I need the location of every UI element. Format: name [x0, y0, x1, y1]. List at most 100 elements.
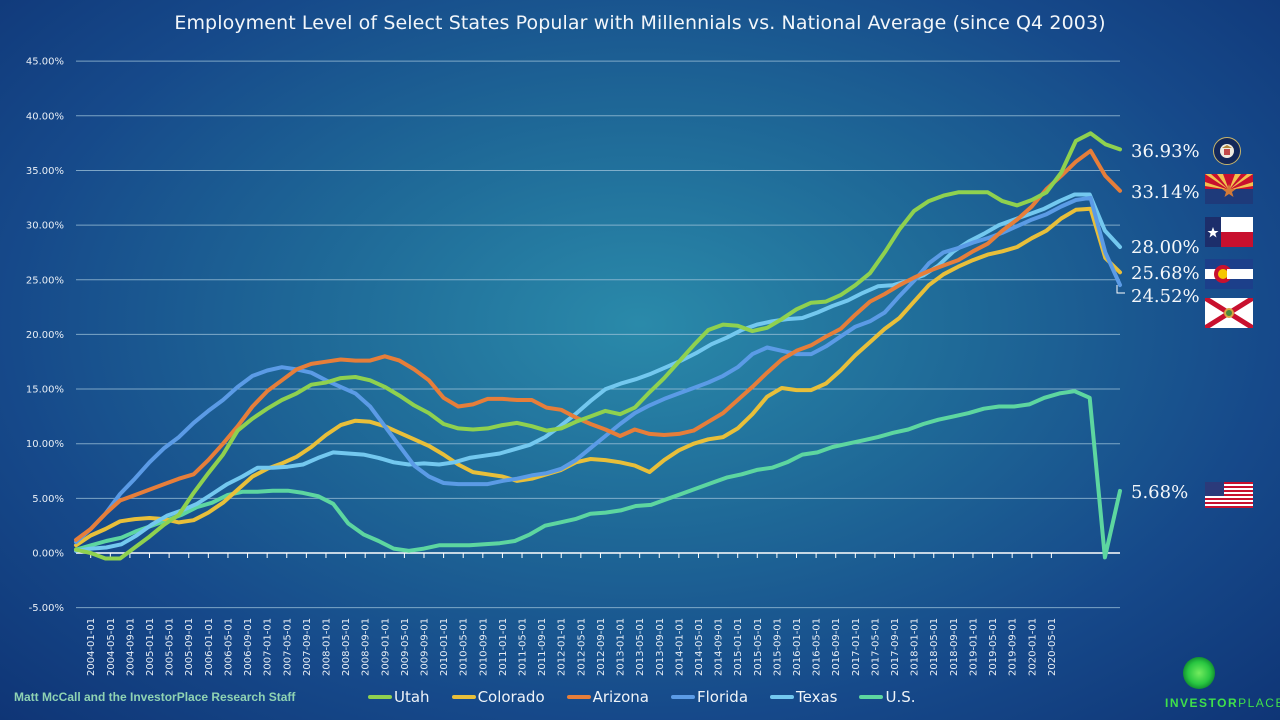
legend-swatch-florida	[670, 695, 695, 699]
y-tick-label: 5.00%	[32, 494, 64, 505]
end-label-texas: 28.00%	[1131, 237, 1200, 258]
y-tick-label: 30.00%	[26, 221, 64, 232]
x-tick-label: 2008-05-01	[341, 618, 352, 676]
x-tick-label: 2009-05-01	[400, 618, 411, 676]
x-tick-label: 2014-05-01	[694, 618, 705, 676]
series-lines	[74, 131, 1122, 561]
x-tick-label: 2012-01-01	[557, 618, 568, 676]
end-label-colorado: 25.68%	[1131, 263, 1200, 284]
x-tick-label: 2020-01-01	[1027, 618, 1038, 676]
end-label-arizona: 33.14%	[1131, 182, 1200, 203]
series-line-texas	[74, 192, 1122, 553]
x-axis-ticks: 2004-01-01 2004-05-01 2004-09-01 2005-01-01…	[86, 553, 1058, 676]
legend-item-utah: Utah	[368, 688, 430, 706]
legend-item-us: U.S.	[859, 688, 916, 706]
chart-title: Employment Level of Select States Popula…	[174, 12, 1106, 34]
y-tick-label: -5.00%	[29, 603, 64, 614]
x-tick-label: 2016-09-01	[831, 618, 842, 676]
legend-item-colorado: Colorado	[451, 688, 545, 706]
x-tick-label: 2013-09-01	[655, 618, 666, 676]
x-tick-label: 2011-01-01	[498, 618, 509, 676]
x-tick-label: 2008-09-01	[361, 618, 372, 676]
x-tick-label: 2009-01-01	[380, 618, 391, 676]
x-tick-label: 2020-05-01	[1047, 618, 1058, 676]
x-tick-label: 2004-01-01	[86, 618, 97, 676]
us-flag-icon	[1205, 482, 1253, 508]
legend: Utah Colorado Arizona Florida Texas U.S.	[368, 688, 916, 706]
x-tick-label: 2010-01-01	[439, 618, 450, 676]
legend-label-texas: Texas	[796, 688, 838, 706]
legend-swatch-us	[859, 695, 884, 699]
x-tick-label: 2006-01-01	[204, 618, 215, 676]
x-tick-label: 2009-09-01	[420, 618, 431, 676]
arizona-flag-icon	[1205, 174, 1253, 204]
y-tick-label: 35.00%	[26, 166, 64, 177]
x-tick-label: 2004-09-01	[125, 618, 136, 676]
end-label-us: 5.68%	[1131, 482, 1189, 503]
utah-seal-icon	[1213, 137, 1241, 165]
x-tick-label: 2005-09-01	[184, 618, 195, 676]
x-tick-label: 2005-01-01	[145, 618, 156, 676]
series-line-florida	[74, 195, 1122, 545]
x-tick-label: 2015-09-01	[772, 618, 783, 676]
y-tick-label: 15.00%	[26, 385, 64, 396]
x-tick-label: 2010-09-01	[478, 618, 489, 676]
x-tick-label: 2017-09-01	[890, 618, 901, 676]
x-tick-label: 2005-05-01	[165, 618, 176, 676]
legend-swatch-utah	[368, 695, 392, 699]
x-tick-label: 2014-09-01	[714, 618, 725, 676]
legend-label-colorado: Colorado	[477, 688, 545, 706]
x-tick-label: 2015-05-01	[753, 618, 764, 676]
legend-label-arizona: Arizona	[592, 688, 649, 706]
legend-swatch-texas	[770, 695, 795, 699]
florida-leader-line	[1116, 285, 1125, 294]
logo-text-light: PLACE	[1238, 696, 1280, 710]
x-tick-label: 2007-05-01	[282, 618, 293, 676]
x-tick-label: 2007-01-01	[263, 618, 274, 676]
x-tick-label: 2011-05-01	[518, 618, 529, 676]
x-tick-label: 2004-05-01	[106, 618, 117, 676]
x-tick-label: 2012-09-01	[596, 618, 607, 676]
series-line-utah	[74, 131, 1122, 561]
x-tick-label: 2018-05-01	[929, 618, 940, 676]
y-tick-label: 10.00%	[26, 439, 64, 450]
investorplace-logo-icon	[1183, 657, 1215, 689]
x-tick-label: 2012-05-01	[576, 618, 587, 676]
x-tick-label: 2008-01-01	[321, 618, 332, 676]
x-tick-label: 2019-01-01	[968, 618, 979, 676]
y-tick-label: 40.00%	[26, 111, 64, 122]
series-line-arizona	[74, 148, 1122, 542]
x-tick-label: 2019-05-01	[988, 618, 999, 676]
x-tick-label: 2006-09-01	[243, 618, 254, 676]
x-tick-label: 2006-05-01	[223, 618, 234, 676]
y-tick-label: 25.00%	[26, 275, 64, 286]
logo-text-bold: INVESTOR	[1165, 696, 1239, 710]
x-tick-label: 2016-01-01	[792, 618, 803, 676]
x-tick-label: 2013-05-01	[635, 618, 646, 676]
x-tick-label: 2018-09-01	[949, 618, 960, 676]
series-line-colorado	[74, 206, 1122, 548]
x-tick-label: 2010-05-01	[459, 618, 470, 676]
x-tick-label: 2014-01-01	[674, 618, 685, 676]
x-tick-label: 2015-01-01	[733, 618, 744, 676]
x-tick-label: 2017-05-01	[870, 618, 881, 676]
y-tick-label: 45.00%	[26, 57, 64, 68]
x-tick-label: 2016-05-01	[812, 618, 823, 676]
x-tick-label: 2011-09-01	[537, 618, 548, 676]
x-tick-label: 2019-09-01	[1008, 618, 1019, 676]
end-label-utah: 36.93%	[1131, 141, 1200, 162]
legend-swatch-colorado	[451, 695, 476, 699]
series-line-us	[74, 389, 1122, 560]
grid-lines	[76, 60, 1120, 609]
y-tick-label: 0.00%	[32, 549, 64, 560]
x-tick-label: 2018-01-01	[910, 618, 921, 676]
end-label-florida: 24.52%	[1131, 286, 1200, 307]
x-tick-label: 2007-09-01	[302, 618, 313, 676]
florida-flag-icon	[1205, 298, 1253, 328]
y-tick-label: 20.00%	[26, 330, 64, 341]
colorado-flag-icon	[1205, 259, 1253, 289]
texas-flag-icon	[1205, 217, 1253, 247]
y-axis-ticks: -5.00% 0.00% 5.00% 10.00% 15.00% 20.00% 25.00%…	[26, 57, 64, 615]
legend-swatch-arizona	[566, 695, 591, 699]
